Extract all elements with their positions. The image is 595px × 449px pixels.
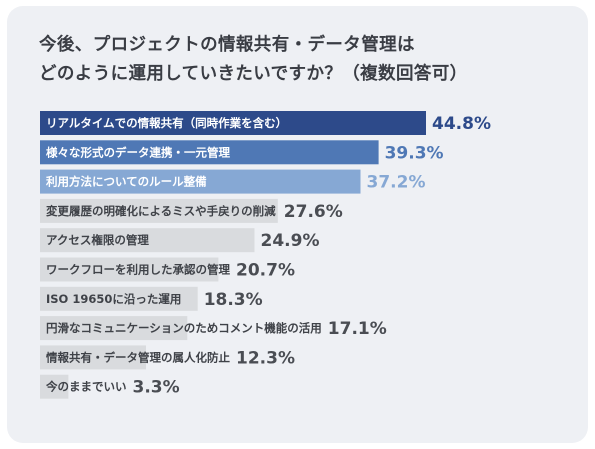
value-label-6: 20.7% — [236, 261, 295, 281]
value-label-3: 37.2% — [367, 173, 426, 193]
bar-6 — [40, 257, 219, 282]
category-label-6: ワークフローを利用した承認の管理 — [46, 263, 230, 277]
chart-card — [7, 6, 588, 443]
value-label-10: 3.3% — [133, 378, 180, 398]
chart-title-line-1: 今後、プロジェクトの情報共有・データ管理は — [39, 35, 415, 55]
category-label-2: 様々な形式のデータ連携・一元管理 — [46, 145, 230, 159]
category-label-10: 今のままでいい — [45, 380, 127, 394]
category-label-8: 円滑なコミュニケーションのためコメント機能の活用 — [46, 321, 322, 335]
bar-3 — [40, 169, 361, 194]
bar-9 — [40, 345, 146, 370]
bar-10 — [40, 374, 69, 399]
bar-1 — [40, 111, 426, 135]
value-label-5: 24.9% — [261, 231, 320, 251]
value-label-9: 12.3% — [236, 348, 295, 368]
category-label-7: ISO 19650に沿った運用 — [46, 292, 181, 306]
bar-8 — [40, 316, 188, 341]
value-label-2: 39.3% — [385, 143, 444, 163]
value-label-4: 27.6% — [284, 202, 343, 222]
value-label-8: 17.1% — [328, 319, 387, 339]
category-label-4: 変更履歴の明確化によるミスや手戻りの削減 — [46, 204, 276, 218]
chart-title: 今後、プロジェクトの情報共有・データ管理は どのように運用していきたいですか？（… — [39, 31, 559, 89]
category-label-5: アクセス権限の管理 — [46, 233, 149, 247]
bar-4 — [40, 198, 278, 223]
chart-title-line-2: どのように運用していきたいですか？（複数回答可） — [39, 64, 468, 84]
bar-2 — [40, 140, 379, 165]
bar-5 — [40, 228, 255, 253]
value-label-7: 18.3% — [204, 290, 263, 310]
bar-7 — [40, 286, 198, 311]
category-label-3: 利用方法についてのルール整備 — [45, 175, 207, 189]
value-label-1: 44.8% — [432, 114, 491, 134]
category-label-9: 情報共有・データ管理の属人化防止 — [45, 350, 230, 364]
category-label-1: リアルタイムでの情報共有（同時作業を含む） — [46, 116, 287, 130]
